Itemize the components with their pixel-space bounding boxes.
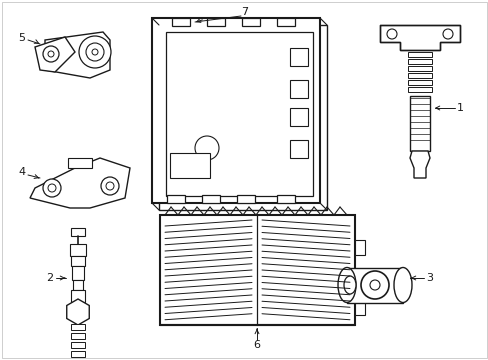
Bar (409, 96, 429, 151)
Polygon shape (68, 158, 92, 168)
Bar (72, 266, 84, 280)
Bar (170, 153, 209, 178)
Text: 3: 3 (426, 273, 433, 283)
Bar (165, 32, 312, 196)
Bar (73, 280, 83, 290)
Bar (407, 73, 431, 78)
Circle shape (92, 49, 98, 55)
Circle shape (369, 280, 379, 290)
Bar (71, 324, 85, 330)
Text: 7: 7 (241, 7, 248, 17)
Polygon shape (66, 299, 89, 325)
Bar (289, 108, 307, 126)
Text: 5: 5 (19, 33, 25, 43)
Bar (407, 52, 431, 57)
Bar (167, 195, 184, 203)
Bar (159, 25, 326, 210)
Bar (237, 195, 254, 203)
Ellipse shape (343, 276, 355, 294)
Circle shape (442, 29, 452, 39)
Bar (172, 18, 190, 26)
Circle shape (79, 36, 111, 68)
Bar (71, 333, 85, 339)
Polygon shape (35, 37, 75, 72)
Bar (354, 240, 364, 255)
Text: 2: 2 (46, 273, 54, 283)
Bar (407, 59, 431, 64)
Bar (71, 290, 85, 302)
Circle shape (195, 136, 219, 160)
Bar (202, 195, 220, 203)
Circle shape (43, 179, 61, 197)
Circle shape (86, 43, 104, 61)
Bar (152, 18, 319, 203)
Circle shape (360, 271, 388, 299)
Bar (70, 244, 86, 256)
Circle shape (101, 177, 119, 195)
Bar (71, 351, 85, 357)
Text: 1: 1 (456, 103, 463, 113)
Circle shape (48, 51, 54, 57)
Bar (354, 300, 364, 315)
Bar (354, 270, 364, 285)
Bar (160, 215, 354, 325)
Ellipse shape (337, 267, 355, 302)
Bar (71, 228, 85, 236)
Bar (276, 195, 294, 203)
Circle shape (386, 29, 396, 39)
Bar (407, 80, 431, 85)
Bar (289, 48, 307, 66)
Polygon shape (409, 151, 429, 178)
Polygon shape (379, 25, 459, 50)
Circle shape (43, 46, 59, 62)
Bar (206, 18, 224, 26)
Bar (71, 256, 85, 266)
Bar (407, 87, 431, 92)
Polygon shape (30, 158, 130, 208)
Polygon shape (45, 32, 110, 78)
Text: 6: 6 (253, 340, 260, 350)
Polygon shape (346, 268, 402, 303)
Bar (242, 18, 260, 26)
Bar (289, 140, 307, 158)
Bar (276, 18, 294, 26)
Ellipse shape (393, 267, 411, 302)
Text: 4: 4 (19, 167, 25, 177)
Bar (71, 342, 85, 348)
Bar (407, 66, 431, 71)
Bar (289, 80, 307, 98)
